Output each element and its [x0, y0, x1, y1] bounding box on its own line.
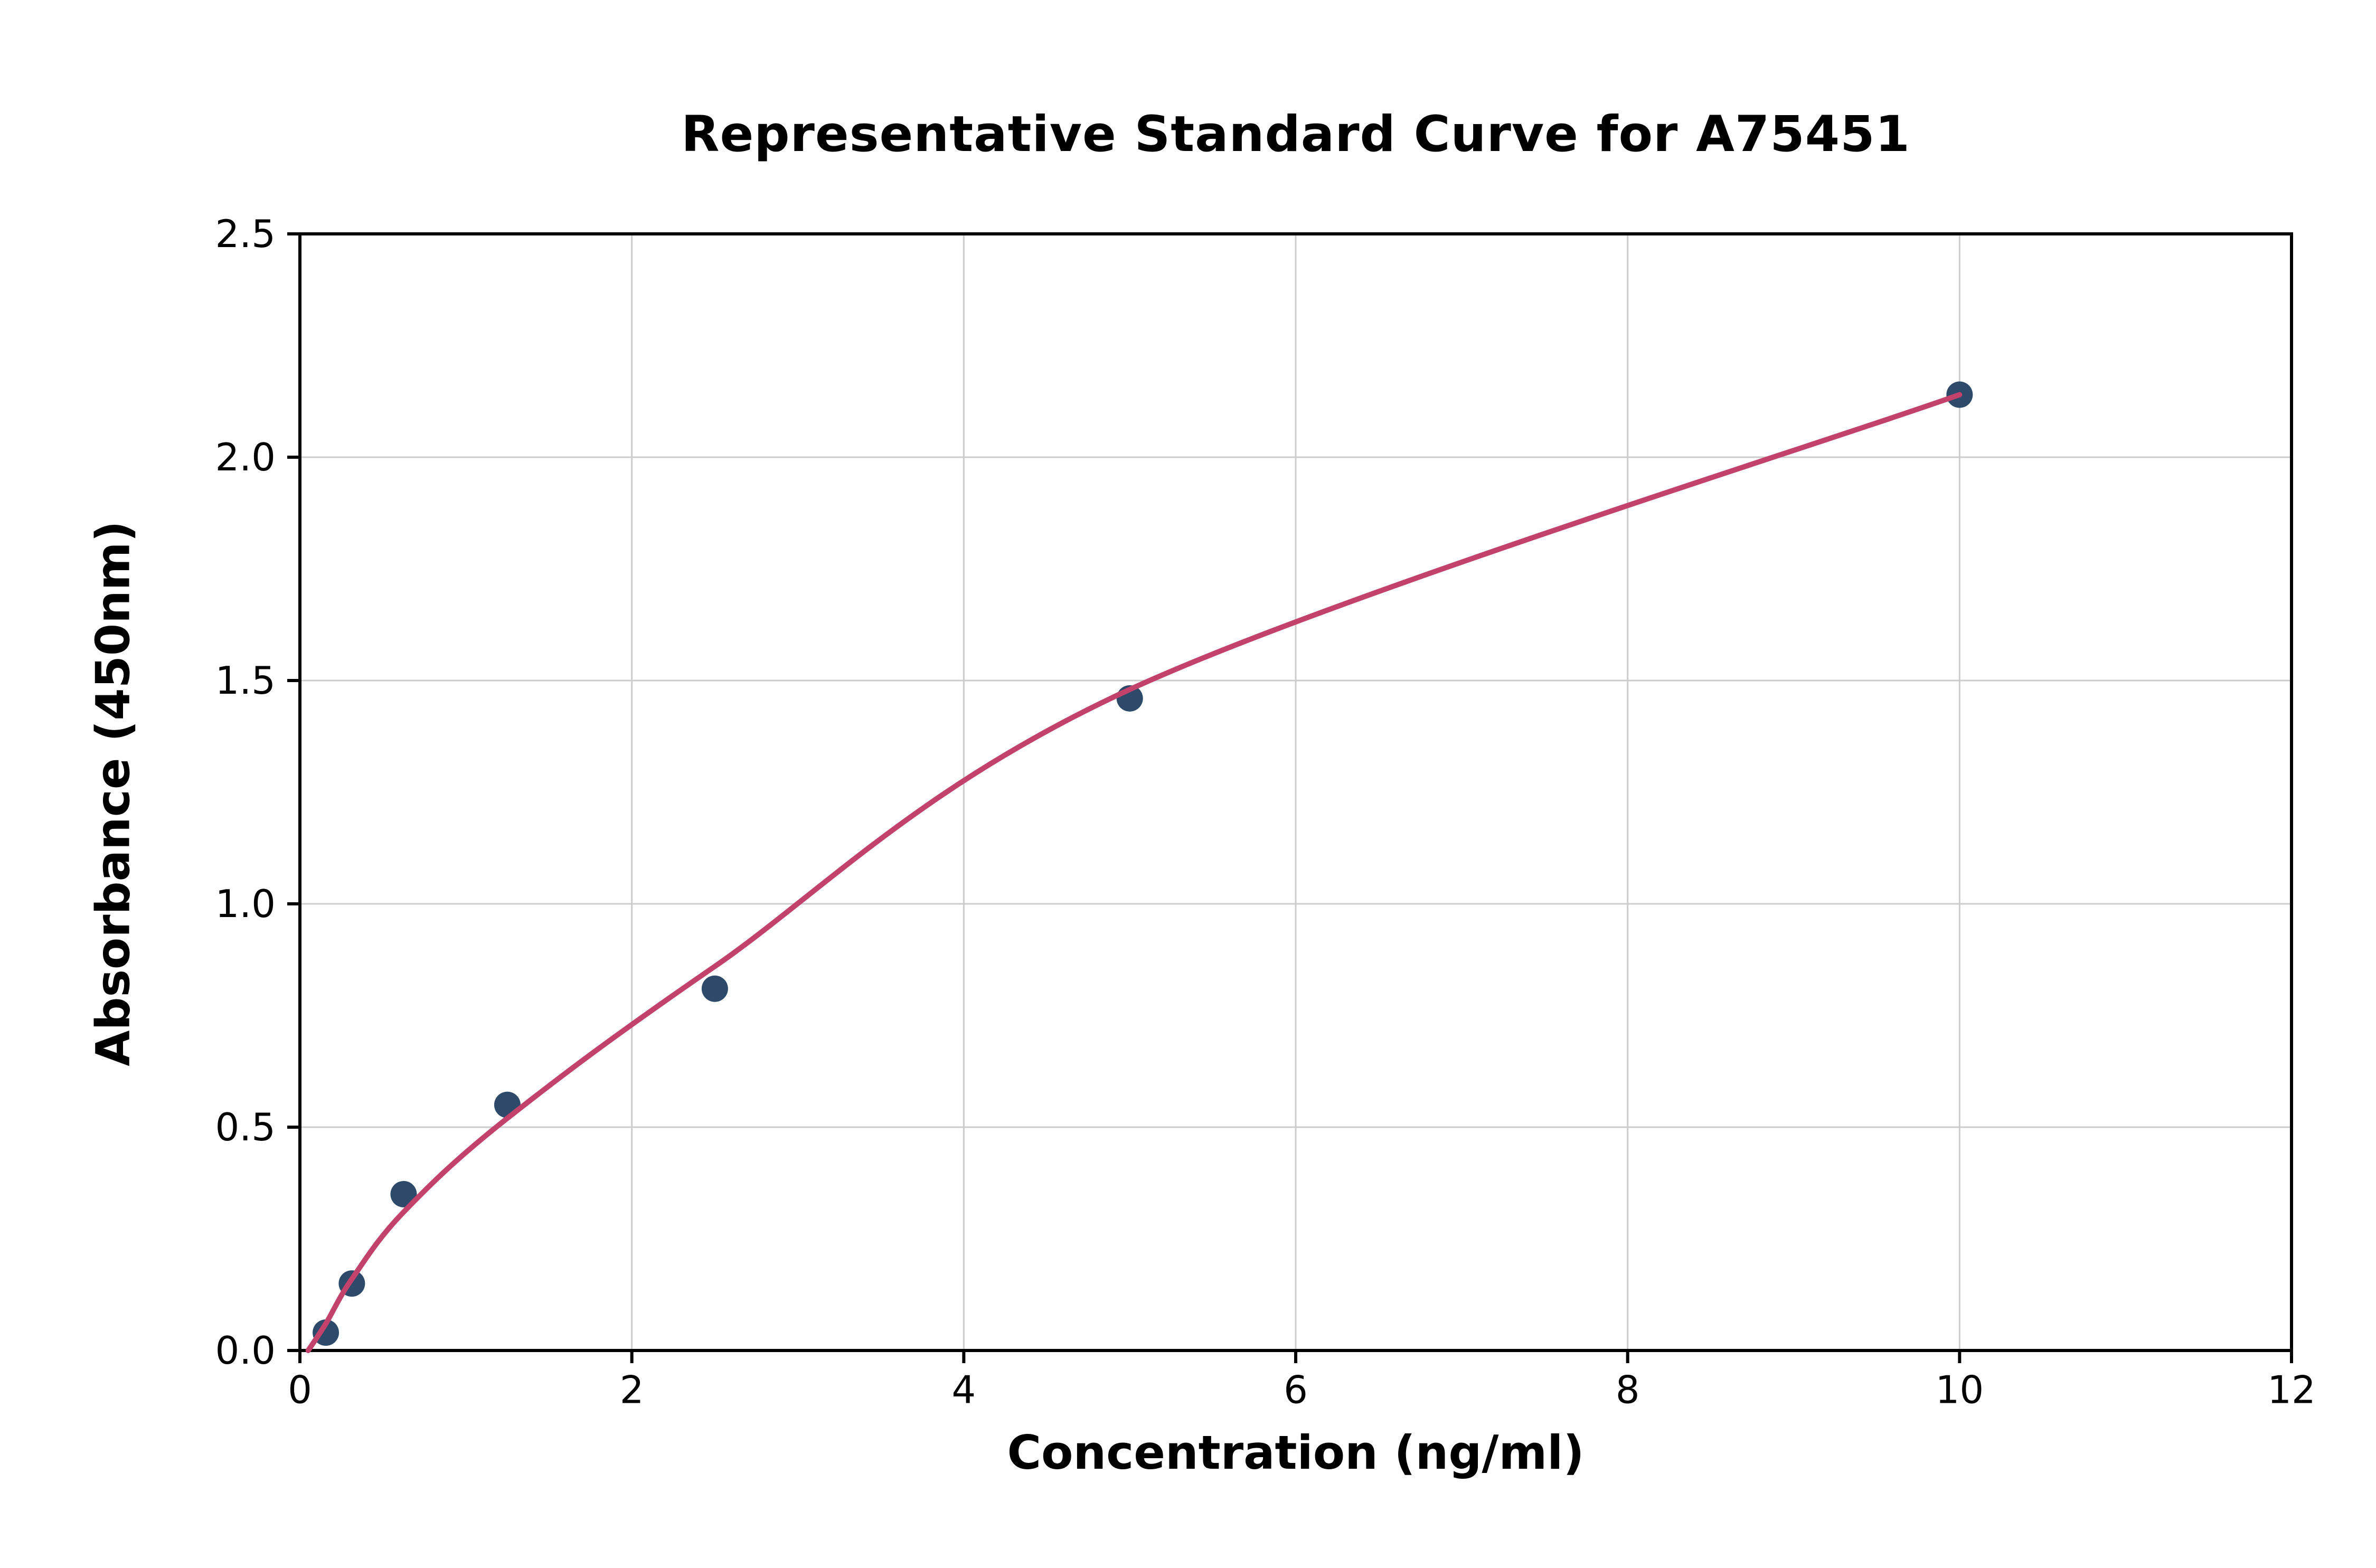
- x-tick-label: 6: [1284, 1368, 1308, 1412]
- y-tick-label: 0.5: [215, 1105, 276, 1149]
- x-tick-label: 2: [620, 1368, 644, 1412]
- data-point: [390, 1180, 417, 1207]
- chart-title: Representative Standard Curve for A75451: [681, 106, 1910, 163]
- x-axis-label: Concentration (ng/ml): [1007, 1425, 1585, 1480]
- y-tick-label: 1.5: [215, 658, 276, 703]
- data-point: [313, 1319, 340, 1346]
- x-tick-label: 4: [951, 1368, 976, 1412]
- x-tick-label: 0: [288, 1368, 312, 1412]
- x-tick-label: 10: [1936, 1368, 1984, 1412]
- x-tick-label: 8: [1616, 1368, 1640, 1412]
- y-tick-label: 1.0: [215, 882, 276, 926]
- data-point: [701, 975, 728, 1002]
- y-tick-label: 0.0: [215, 1328, 276, 1373]
- y-tick-label: 2.0: [215, 435, 276, 479]
- x-tick-label: 12: [2267, 1368, 2316, 1412]
- y-tick-label: 2.5: [215, 212, 276, 256]
- y-axis-label: Absorbance (450nm): [86, 521, 140, 1066]
- fit-curve: [305, 392, 1963, 1353]
